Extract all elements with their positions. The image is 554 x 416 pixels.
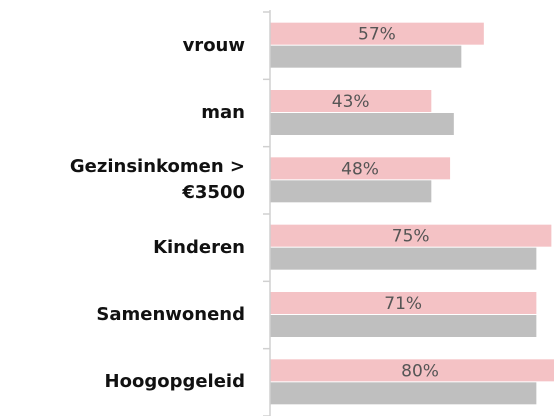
value-label: 57%	[358, 25, 396, 45]
bar	[270, 180, 432, 203]
bar	[270, 247, 537, 270]
bar	[270, 315, 537, 337]
value-label: 43%	[332, 92, 370, 112]
bar	[270, 45, 462, 68]
category-label: Samenwonend	[96, 304, 245, 325]
bar	[270, 90, 432, 112]
bar	[270, 22, 484, 45]
category-label: vrouw	[182, 34, 245, 56]
value-label: 75%	[392, 227, 430, 247]
category-label: man	[201, 102, 245, 123]
value-label: 80%	[401, 361, 439, 381]
bar	[270, 113, 454, 135]
bar	[270, 224, 552, 247]
bar	[270, 382, 537, 405]
bars	[270, 22, 554, 405]
category-label: Kinderen	[153, 236, 245, 258]
category-label: Gezinsinkomen > €3500	[69, 156, 245, 204]
value-label: 48%	[341, 159, 379, 179]
value-label: 71%	[384, 294, 422, 314]
bar	[270, 359, 554, 382]
category-label: Hoogopgeleid	[104, 371, 245, 393]
bar	[270, 292, 537, 314]
bar	[270, 157, 451, 180]
